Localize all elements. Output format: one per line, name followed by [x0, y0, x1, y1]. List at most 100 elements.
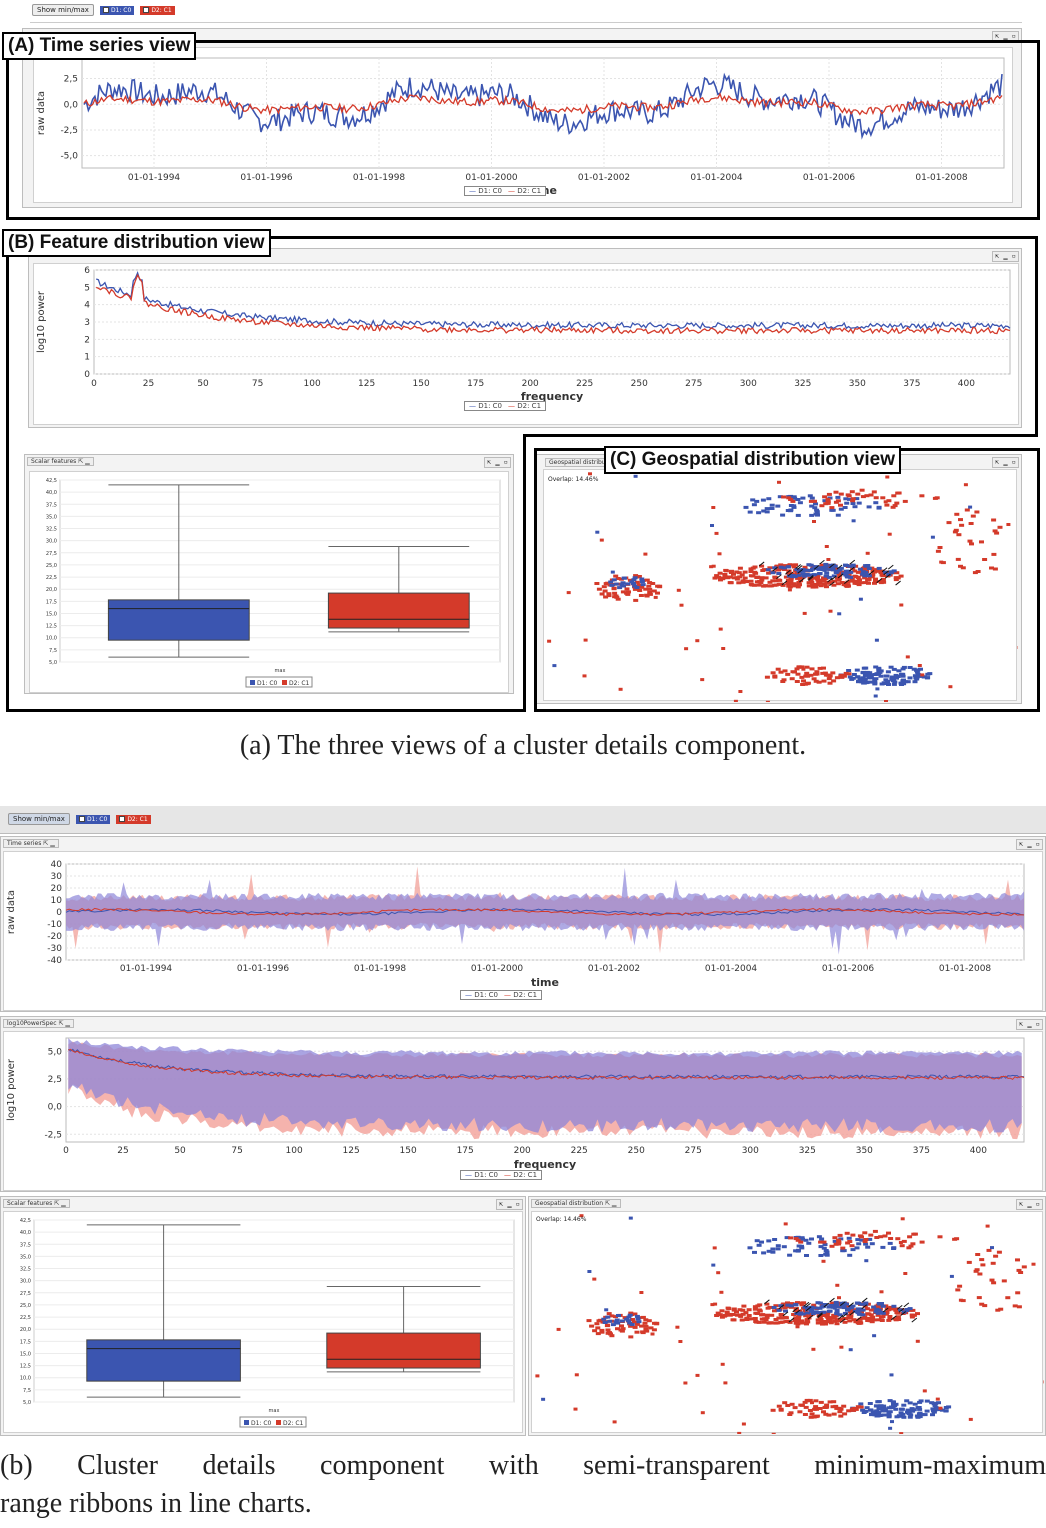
cluster-cell: [783, 1320, 789, 1324]
cluster-cell: [876, 566, 882, 570]
cluster-cell: [964, 508, 970, 512]
scatter-cell: [738, 690, 743, 693]
window-controls-icon[interactable]: ⇱ ▁ ▫: [495, 1199, 523, 1210]
y-tick-label: 22,5: [20, 1315, 31, 1321]
cluster-cell: [595, 1326, 601, 1330]
cluster-cell: [765, 1306, 771, 1310]
cluster-cell: [629, 1323, 635, 1326]
cluster-cell: [842, 1311, 848, 1315]
cluster-cell: [866, 577, 872, 581]
cluster-cell: [824, 585, 829, 589]
cluster-cell: [880, 496, 886, 500]
cluster-cell: [838, 492, 844, 496]
hatch-mark: [817, 1313, 823, 1319]
cluster-cell: [811, 567, 817, 571]
cluster-cell: [904, 1399, 910, 1403]
scatter-cell: [968, 1417, 973, 1421]
cluster-cell: [787, 1253, 793, 1257]
cluster-cell: [841, 1249, 847, 1253]
cluster-cell: [885, 680, 891, 683]
y-tick-label: 15,0: [46, 611, 57, 617]
cluster-cell: [809, 504, 815, 508]
cluster-cell: [789, 572, 795, 576]
feat-tab[interactable]: log10PowerSpec ⇱ ▁: [3, 1019, 74, 1028]
cluster-cell: [628, 1335, 634, 1339]
cluster-cell: [824, 1312, 830, 1316]
cluster-cell: [780, 680, 786, 683]
ts-tab[interactable]: Time series ⇱ ▁: [3, 839, 59, 848]
window-controls-icon[interactable]: ⇱ ▁ ▫: [1015, 1199, 1043, 1210]
scatter-cell: [795, 1325, 800, 1329]
cluster-cell: [879, 1310, 885, 1314]
show-minmax-button[interactable]: Show min/max: [32, 4, 94, 16]
cluster-cell: [850, 499, 856, 503]
x-tick-label: 01-01-1998: [353, 173, 406, 183]
cluster-cell: [788, 1411, 794, 1415]
hatch-mark: [868, 570, 875, 575]
window-controls-icon[interactable]: ⇱ ▁ ▫: [1015, 1019, 1043, 1030]
x-tick-label: 375: [903, 379, 920, 389]
scatter-cell: [650, 1332, 655, 1336]
scalar-tab[interactable]: Scalar features ⇱ ▁: [27, 457, 94, 466]
cluster-cell: [970, 514, 976, 518]
d2-toggle[interactable]: D2: C1: [116, 814, 151, 824]
cluster-cell: [808, 1307, 814, 1311]
scalar-tab-b[interactable]: Scalar features ⇱ ▁: [3, 1199, 70, 1208]
cluster-cell: [839, 674, 844, 678]
d2-toggle[interactable]: D2: C1: [140, 5, 175, 15]
cluster-cell: [852, 505, 858, 509]
cluster-cell: [860, 495, 866, 499]
y-tick-label: 42,5: [20, 1218, 31, 1224]
scatter-cell: [566, 591, 571, 595]
cluster-cell: [731, 576, 737, 580]
cluster-cell: [788, 508, 794, 512]
toolbar-a: Show min/max D1: C0 D2: C1: [32, 4, 175, 16]
cluster-cell: [632, 587, 638, 591]
scatter-cell: [939, 560, 944, 564]
geo-tab-b[interactable]: Geospatial distribution ⇱ ▁: [531, 1199, 621, 1208]
overlap-text: Overlap: 14.46%: [548, 476, 599, 483]
cluster-cell: [899, 1244, 905, 1248]
cluster-cell: [836, 1305, 842, 1309]
cluster-cell: [805, 1311, 810, 1315]
cluster-cell: [996, 1250, 1002, 1254]
legend-d2: — D2: C1: [508, 402, 542, 410]
hatch-mark: [829, 563, 835, 569]
cluster-cell: [833, 571, 839, 574]
cluster-cell: [837, 1313, 843, 1317]
cluster-cell: [792, 584, 798, 588]
hatch-mark: [895, 580, 901, 586]
cluster-cell: [775, 504, 781, 508]
window-controls-icon[interactable]: ⇱ ▁ ▫: [991, 251, 1019, 262]
cluster-cell: [631, 578, 637, 582]
window-controls-icon[interactable]: ⇱ ▁ ▫: [483, 457, 511, 468]
cluster-cell: [975, 570, 981, 573]
window-controls-icon[interactable]: ⇱ ▁ ▫: [991, 457, 1019, 468]
cluster-cell: [876, 1407, 882, 1411]
hatch-mark: [891, 1315, 897, 1321]
legend-d1: — D1: C0: [465, 1171, 499, 1179]
cluster-cell: [813, 1415, 819, 1419]
show-minmax-button[interactable]: Show min/max: [8, 813, 70, 825]
cluster-cell: [766, 1249, 772, 1253]
cluster-cell: [896, 1318, 902, 1321]
cluster-cell: [955, 1288, 961, 1292]
cluster-cell: [898, 574, 904, 578]
cluster-cell: [775, 1244, 781, 1248]
d1-toggle[interactable]: D1: C0: [75, 814, 111, 824]
scatter-cell: [968, 505, 973, 509]
cluster-cell: [889, 677, 895, 681]
cluster-cell: [901, 678, 906, 682]
cluster-cell: [748, 574, 754, 578]
cluster-cell: [799, 1319, 805, 1323]
d2-toggle-label: D2: C1: [151, 6, 172, 14]
cluster-cell: [956, 533, 962, 537]
y-tick-label: 27,5: [46, 551, 57, 557]
y-tick-label: 3: [84, 318, 90, 328]
window-controls-icon[interactable]: ⇱ ▁ ▫: [1015, 839, 1043, 850]
cluster-cell: [862, 678, 868, 682]
cluster-cell: [822, 499, 828, 503]
region-d2-west: [586, 1311, 660, 1339]
d1-toggle[interactable]: D1: C0: [99, 5, 135, 15]
cluster-cell: [952, 530, 958, 534]
